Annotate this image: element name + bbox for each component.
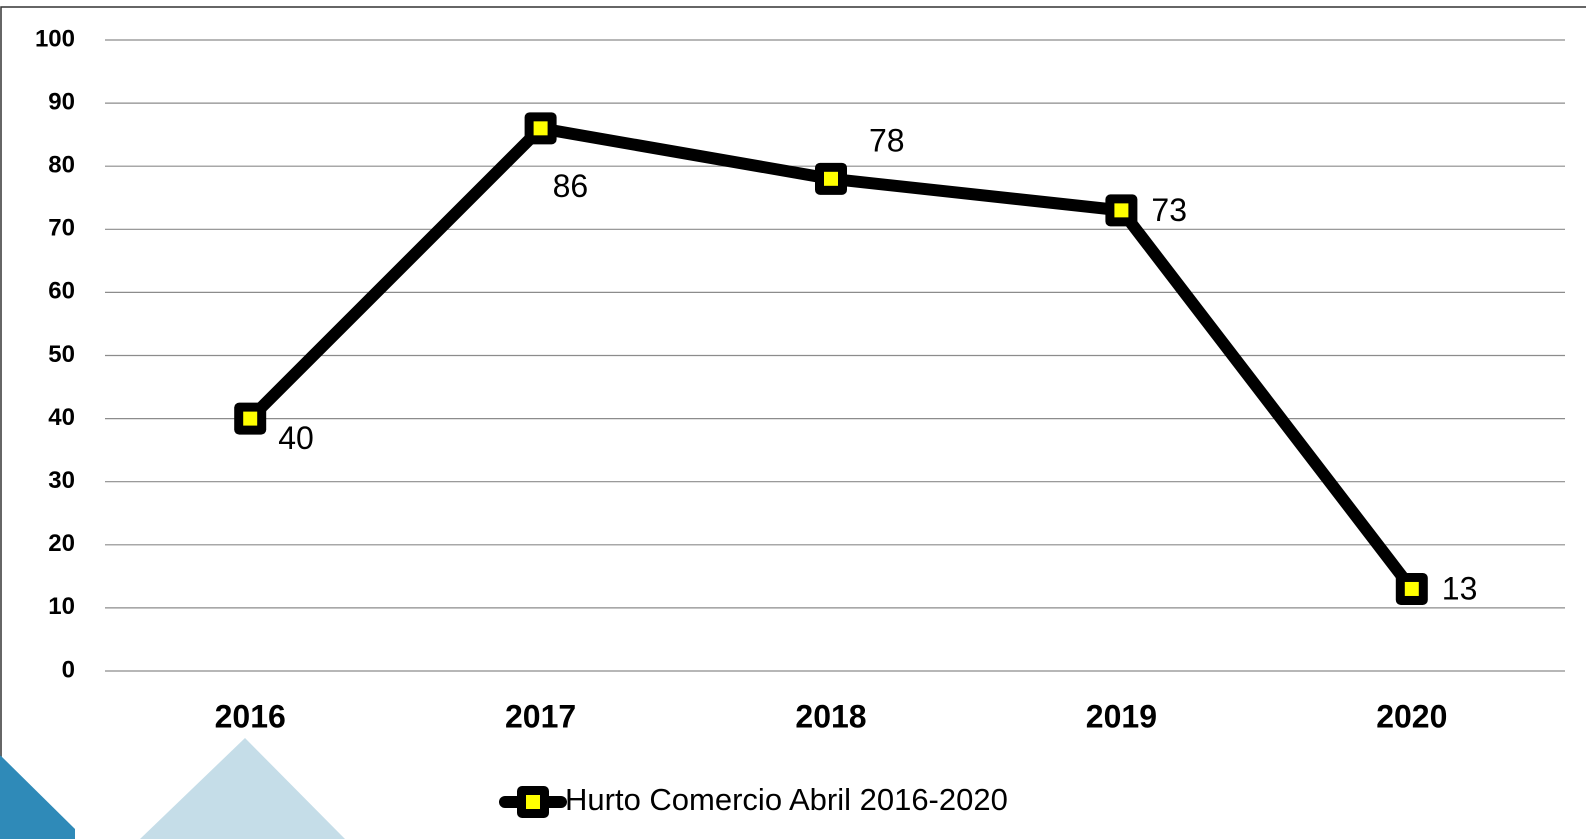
y-tick-label: 100: [35, 25, 75, 52]
marker: [1105, 194, 1138, 227]
marker: [517, 786, 549, 818]
y-tick-label: 20: [48, 530, 75, 557]
y-tick-label: 10: [48, 593, 75, 620]
x-tick-label: 2019: [1086, 698, 1157, 734]
marker: [815, 162, 847, 195]
marker-inner: [824, 171, 838, 186]
y-tick-label: 80: [48, 152, 75, 179]
marker-inner: [533, 121, 548, 136]
legend-label: Hurto Comercio Abril 2016-2020: [565, 782, 1008, 817]
y-tick-label: 50: [48, 341, 75, 368]
plot: [234, 112, 1428, 605]
marker-inner: [526, 795, 540, 809]
data-label: 13: [1442, 570, 1478, 606]
decor-dark: [0, 755, 75, 839]
data-label: 40: [278, 420, 314, 456]
marker-inner: [1404, 581, 1419, 596]
marker: [1395, 572, 1428, 605]
y-tick-label: 90: [48, 88, 75, 115]
data-label: 73: [1151, 192, 1187, 228]
y-tick-label: 30: [48, 467, 75, 494]
y-tick-label: 40: [48, 404, 75, 431]
frame: [0, 6, 1586, 839]
marker-inner: [243, 411, 258, 426]
y-tick-label: 60: [48, 278, 75, 305]
grid: [105, 39, 1565, 672]
data-label: 86: [553, 168, 589, 204]
marker-inner: [1114, 203, 1129, 218]
decor-light: [140, 738, 345, 839]
x-tick-label: 2018: [795, 698, 866, 734]
data-label: 78: [869, 122, 905, 158]
x-tick-label: 2020: [1376, 698, 1447, 734]
y-tick-label: 0: [62, 656, 75, 683]
x-tick-label: 2017: [505, 698, 576, 734]
x-tick-label: 2016: [215, 698, 286, 734]
marker: [524, 112, 557, 145]
y-tick-label: 70: [48, 215, 75, 242]
marker: [234, 402, 267, 435]
